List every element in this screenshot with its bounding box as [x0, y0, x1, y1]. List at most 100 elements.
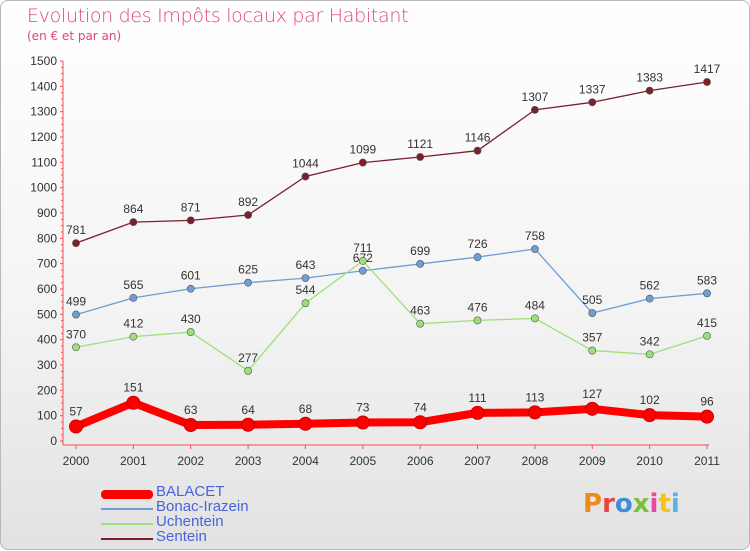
data-point — [645, 86, 654, 95]
y-tick-label: 300 — [37, 358, 57, 372]
x-tick-label: 2007 — [464, 454, 491, 468]
data-point — [186, 328, 195, 336]
data-label: 102 — [640, 393, 660, 407]
logo-letter: t — [658, 489, 671, 519]
y-tick-label: 200 — [37, 383, 57, 397]
data-label: 96 — [700, 395, 714, 409]
data-point — [416, 319, 425, 328]
x-tick-label: 2009 — [579, 454, 606, 468]
data-point — [703, 78, 711, 86]
y-tick-label: 800 — [37, 231, 57, 245]
logo-letter: P — [583, 489, 603, 519]
data-point — [244, 278, 252, 287]
data-point — [585, 401, 600, 416]
data-label: 73 — [356, 401, 370, 415]
legend-swatch — [101, 490, 153, 499]
x-tick-label: 2006 — [407, 454, 434, 468]
y-tick-label: 700 — [37, 257, 57, 271]
data-label: 1337 — [579, 82, 606, 96]
data-label: 68 — [299, 402, 313, 416]
x-tick-label: 2004 — [292, 454, 319, 468]
legend-swatch — [101, 538, 153, 540]
data-point — [72, 239, 80, 248]
y-tick-label: 1200 — [30, 130, 57, 144]
data-point — [470, 405, 485, 420]
data-point — [301, 172, 310, 181]
data-point — [473, 253, 482, 261]
legend-label: Uchentein — [156, 513, 224, 530]
data-label: 342 — [640, 334, 660, 348]
logo-letter: x — [632, 489, 650, 519]
data-point — [703, 331, 711, 340]
data-label: 583 — [697, 273, 717, 287]
legend-swatch — [101, 523, 153, 525]
data-label: 601 — [181, 269, 201, 283]
data-label: 74 — [414, 400, 428, 414]
data-point — [588, 98, 597, 107]
chart-subtitle: (en € et par an) — [27, 29, 122, 43]
data-label: 625 — [238, 263, 258, 277]
data-point — [241, 417, 256, 432]
chart-title: Evolution des Impôts locaux par Habitant — [27, 5, 409, 27]
data-point — [531, 245, 539, 253]
data-label: 63 — [184, 403, 198, 417]
data-label: 505 — [582, 293, 602, 307]
data-point — [129, 218, 138, 227]
x-tick-label: 2000 — [63, 454, 90, 468]
data-point — [186, 284, 195, 293]
legend-swatch — [101, 508, 153, 510]
data-label: 113 — [525, 390, 544, 404]
data-point — [645, 294, 654, 303]
data-point — [72, 343, 80, 352]
data-label: 892 — [238, 195, 258, 209]
x-tick-label: 2010 — [636, 454, 663, 468]
data-label: 1121 — [407, 137, 433, 151]
data-label: 111 — [468, 391, 487, 405]
x-tick-label: 2003 — [235, 454, 262, 468]
series-line-uchentein — [75, 260, 708, 372]
data-point — [129, 332, 138, 341]
data-point — [244, 211, 252, 219]
data-point — [588, 346, 597, 355]
data-label: 864 — [123, 202, 143, 216]
y-tick-label: 1000 — [30, 181, 57, 195]
data-point — [72, 310, 80, 319]
y-tick-label: 900 — [37, 206, 57, 220]
data-label: 781 — [66, 223, 86, 237]
series-line-sentein — [75, 81, 708, 244]
data-point — [531, 105, 539, 114]
data-point — [473, 146, 482, 155]
data-point — [473, 316, 482, 325]
data-point — [358, 256, 367, 265]
data-label: 711 — [353, 241, 372, 255]
data-point — [301, 299, 310, 308]
data-label: 758 — [525, 229, 545, 243]
y-tick-label: 500 — [37, 307, 57, 321]
data-label: 370 — [66, 327, 86, 341]
data-point — [645, 350, 654, 359]
data-point — [126, 395, 141, 410]
logo-letter: i — [649, 489, 659, 519]
y-tick-label: 1400 — [30, 79, 57, 93]
data-point — [355, 415, 370, 430]
series-line-bonac-irazein — [75, 248, 708, 316]
data-label: 357 — [582, 331, 602, 345]
series-line-balacet — [72, 398, 711, 431]
x-tick-label: 2001 — [120, 454, 147, 468]
data-point — [703, 289, 711, 298]
data-point — [129, 293, 138, 302]
x-tick-label: 2011 — [694, 454, 720, 468]
data-label: 463 — [410, 304, 430, 318]
data-point — [531, 314, 539, 323]
data-point — [413, 415, 428, 430]
data-label: 1383 — [636, 71, 663, 85]
data-label: 412 — [123, 317, 143, 331]
data-label: 415 — [697, 316, 717, 330]
data-point — [416, 153, 425, 161]
data-label: 499 — [66, 295, 86, 309]
y-tick-label: 1100 — [31, 155, 57, 169]
data-label: 484 — [525, 298, 545, 312]
data-point — [69, 419, 83, 434]
